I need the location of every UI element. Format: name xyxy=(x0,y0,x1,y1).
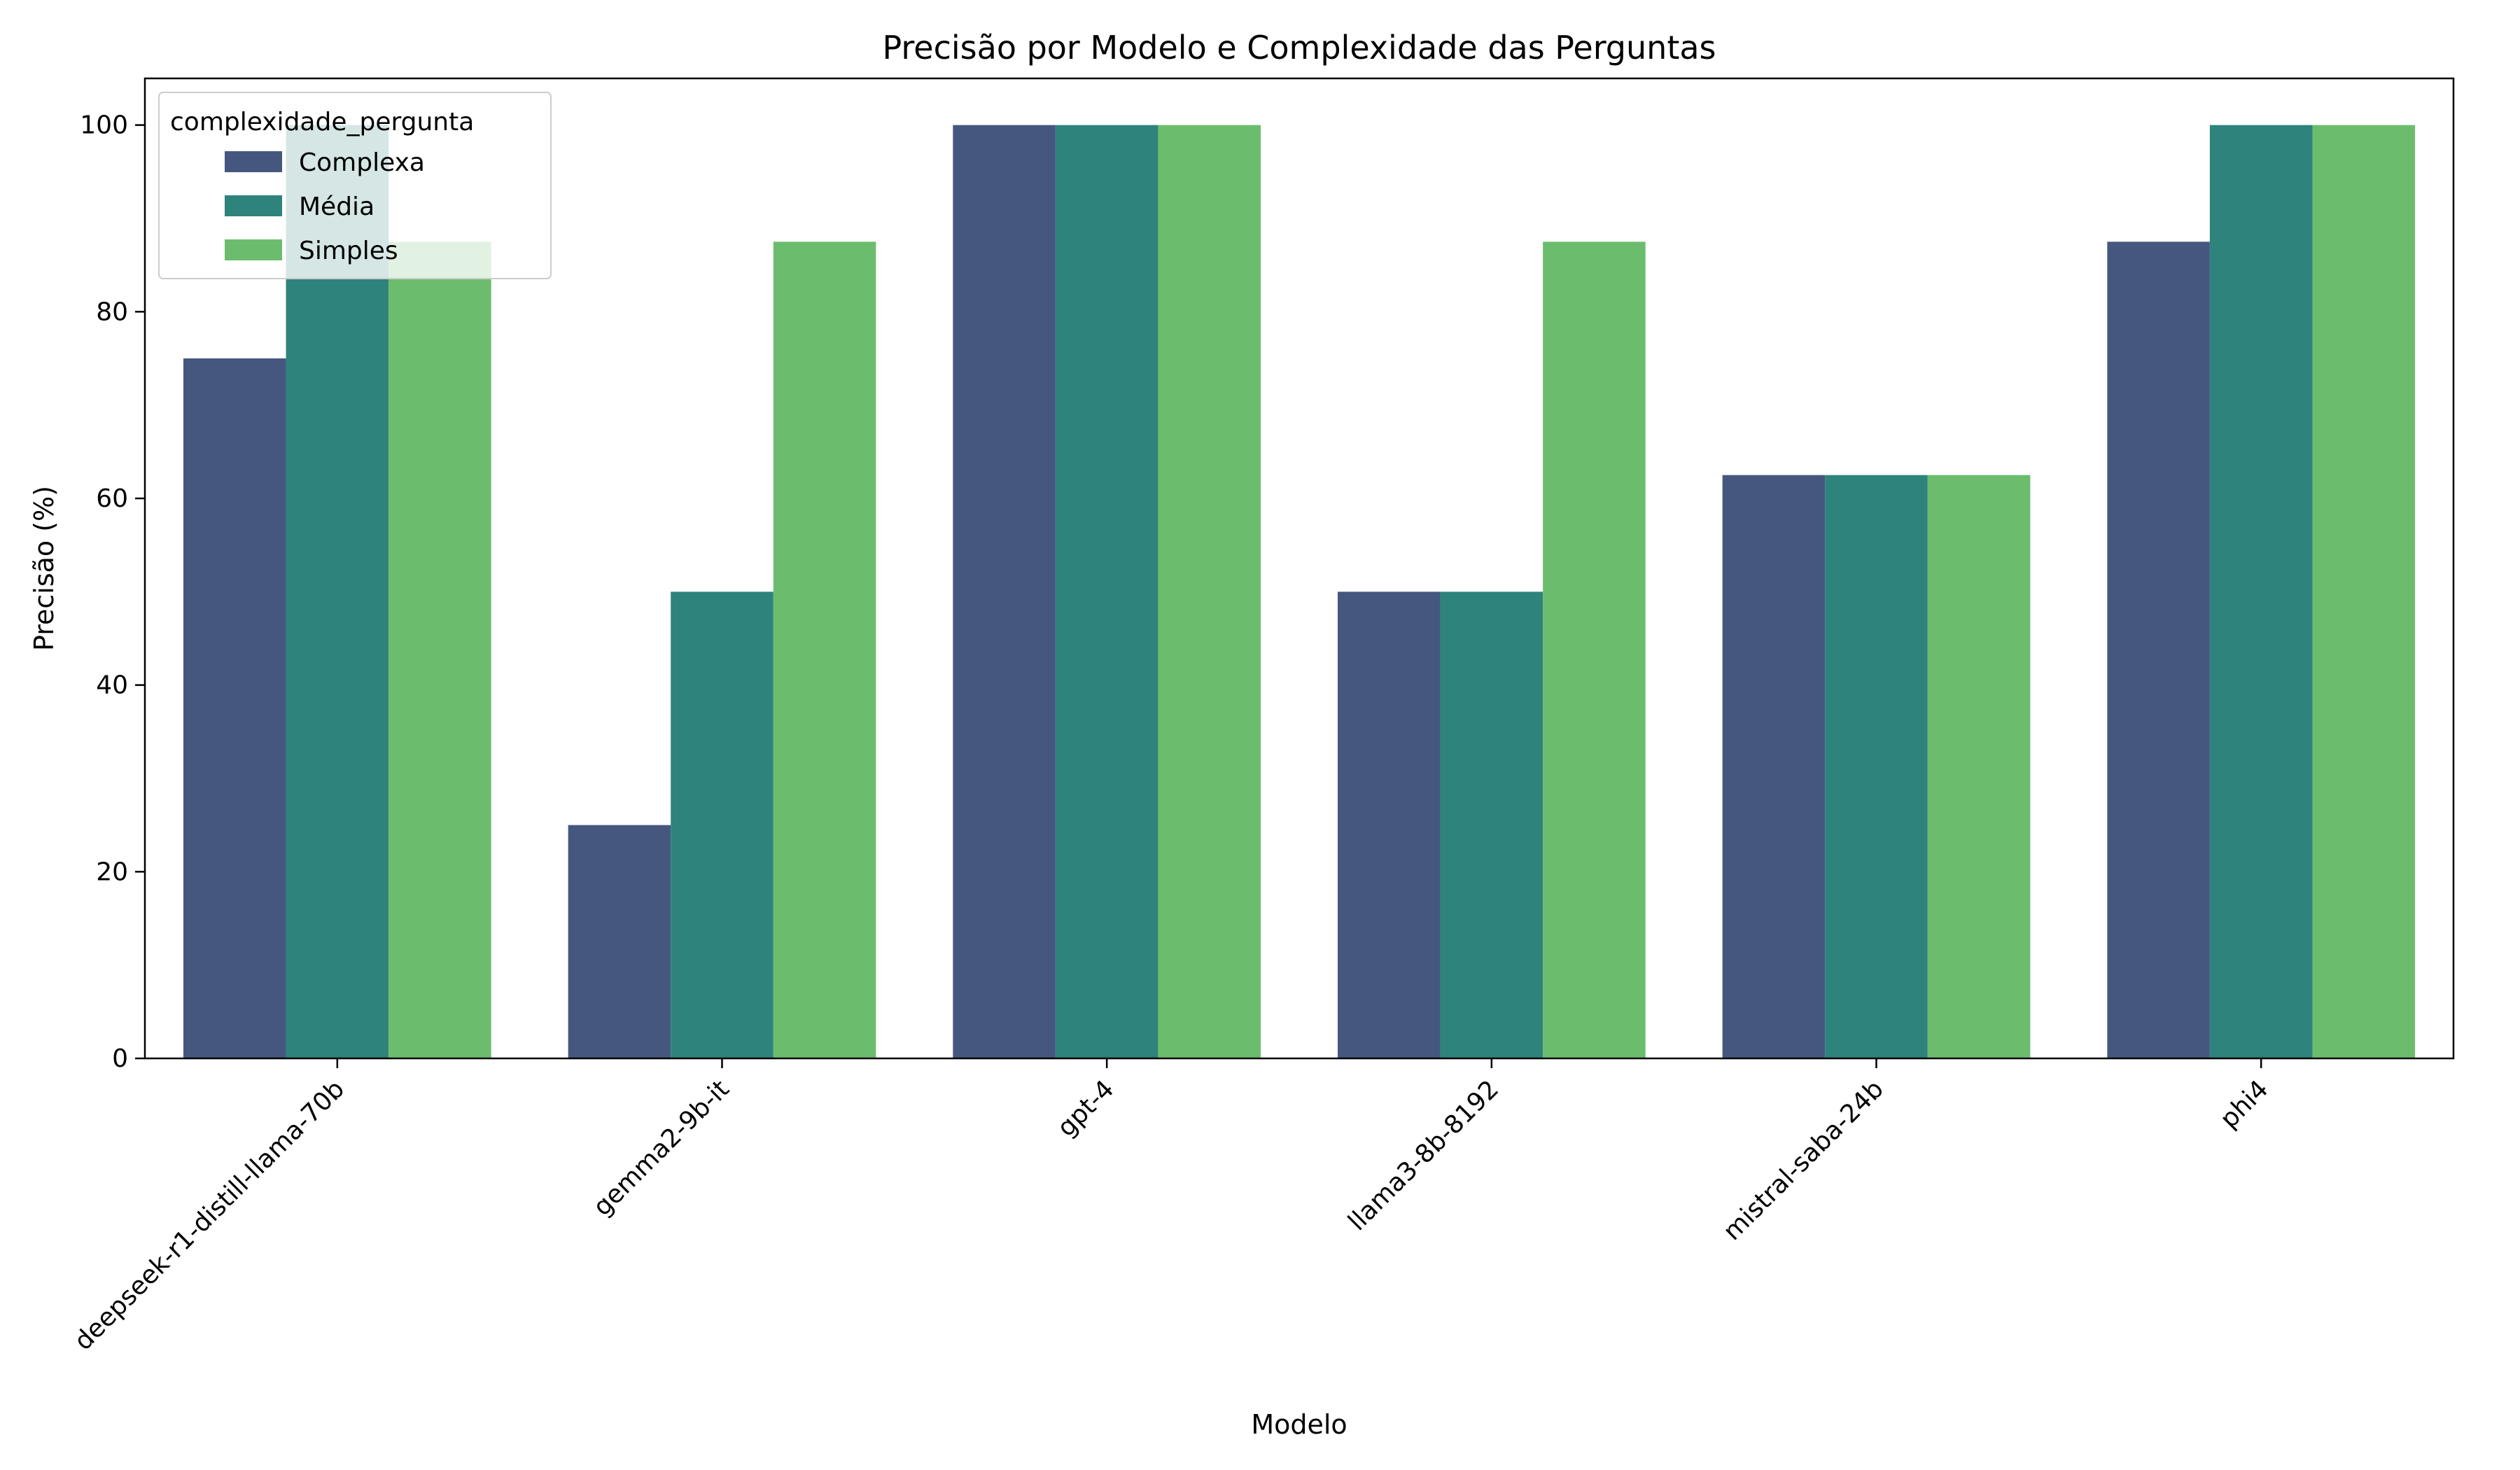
legend-title: complexidade_pergunta xyxy=(170,108,474,136)
legend-label-simples: Simples xyxy=(299,237,398,265)
x-tick-label: gemma2-9b-it xyxy=(588,1074,735,1222)
bar-phi4-complexa xyxy=(2107,241,2210,1058)
legend-swatch-simples xyxy=(225,239,282,260)
bar-deepseek-r1-distill-llama-70b-complexa xyxy=(183,358,286,1058)
bar-deepseek-r1-distill-llama-70b-média xyxy=(286,125,389,1059)
bar-gpt-4-média xyxy=(1055,125,1158,1059)
bar-phi4-simples xyxy=(2312,125,2416,1059)
x-axis-label: Modelo xyxy=(1251,1409,1347,1440)
legend-box xyxy=(158,92,552,279)
bar-mistral-saba-24b-média xyxy=(1825,475,1928,1058)
bar-llama3-8b-8192-complexa xyxy=(1337,592,1441,1058)
bar-llama3-8b-8192-média xyxy=(1440,592,1544,1058)
x-tick-label: phi4 xyxy=(2215,1074,2274,1134)
x-tick-label: llama3-8b-8192 xyxy=(1343,1074,1504,1236)
bar-mistral-saba-24b-complexa xyxy=(1722,475,1826,1058)
y-tick-label: 0 xyxy=(112,1044,128,1073)
legend-label-média: Média xyxy=(299,192,374,221)
legend-label-complexa: Complexa xyxy=(299,148,425,177)
legend-swatch-complexa xyxy=(225,151,282,172)
legend-items: Complexa Média Simples xyxy=(225,148,425,265)
bar-phi4-média xyxy=(2209,125,2313,1059)
plot-frame xyxy=(144,77,2455,1060)
bar-gemma2-9b-it-média xyxy=(671,592,774,1058)
chart-title: Precisão por Modelo e Complexidade das P… xyxy=(882,29,1716,66)
x-tick-label: mistral-saba-24b xyxy=(1718,1074,1889,1246)
bar-deepseek-r1-distill-llama-70b-simples xyxy=(388,241,491,1058)
bar-gemma2-9b-it-simples xyxy=(773,241,876,1058)
x-tick-label: gpt-4 xyxy=(1052,1074,1120,1142)
y-axis: 0 20 40 60 80 100 xyxy=(80,111,145,1073)
x-axis: deepseek-r1-distill-llama-70b gemma2-9b-i… xyxy=(69,1058,2274,1356)
legend: complexidade_pergunta Complexa Média Simpl… xyxy=(158,92,552,279)
legend-swatch-média xyxy=(225,195,282,216)
y-tick-label: 60 xyxy=(96,484,128,513)
y-tick-label: 20 xyxy=(96,858,128,886)
bar-gpt-4-complexa xyxy=(953,125,1056,1059)
bar-mistral-saba-24b-simples xyxy=(1927,475,2031,1058)
bar-gemma2-9b-it-complexa xyxy=(568,825,671,1058)
y-axis-label: Precisão (%) xyxy=(29,486,59,651)
x-tick-label: deepseek-r1-distill-llama-70b xyxy=(69,1074,350,1356)
y-tick-label: 40 xyxy=(96,671,128,700)
bars-layer xyxy=(183,125,2416,1059)
bar-gpt-4-simples xyxy=(1158,125,1261,1059)
bar-llama3-8b-8192-simples xyxy=(1543,241,1646,1058)
y-tick-label: 100 xyxy=(80,111,128,140)
y-tick-label: 80 xyxy=(96,298,128,326)
